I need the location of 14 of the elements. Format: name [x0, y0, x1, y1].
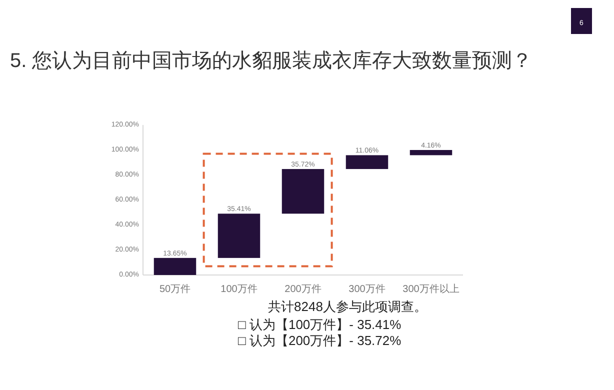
bar — [154, 258, 196, 275]
bar — [282, 169, 324, 214]
x-tick-label: 200万件 — [284, 284, 322, 295]
x-tick-label: 50万件 — [159, 284, 191, 295]
x-tick-label: 300万件 — [348, 284, 386, 295]
bar — [346, 155, 388, 170]
x-tick-label: 100万件 — [220, 284, 258, 295]
x-tick-label: 300万件以上 — [402, 283, 460, 295]
chart-title: 5. 您认为目前中国市场的水貂服装成衣库存大致数量预测？ — [10, 50, 532, 72]
text: 共计8248人参与此项调查。 — [268, 299, 427, 314]
text: □ 认为【100万件】- 35.41% — [238, 317, 402, 332]
bar — [410, 150, 452, 156]
bar — [218, 214, 260, 258]
text: □ 认为【200万件】- 35.72% — [238, 333, 402, 348]
